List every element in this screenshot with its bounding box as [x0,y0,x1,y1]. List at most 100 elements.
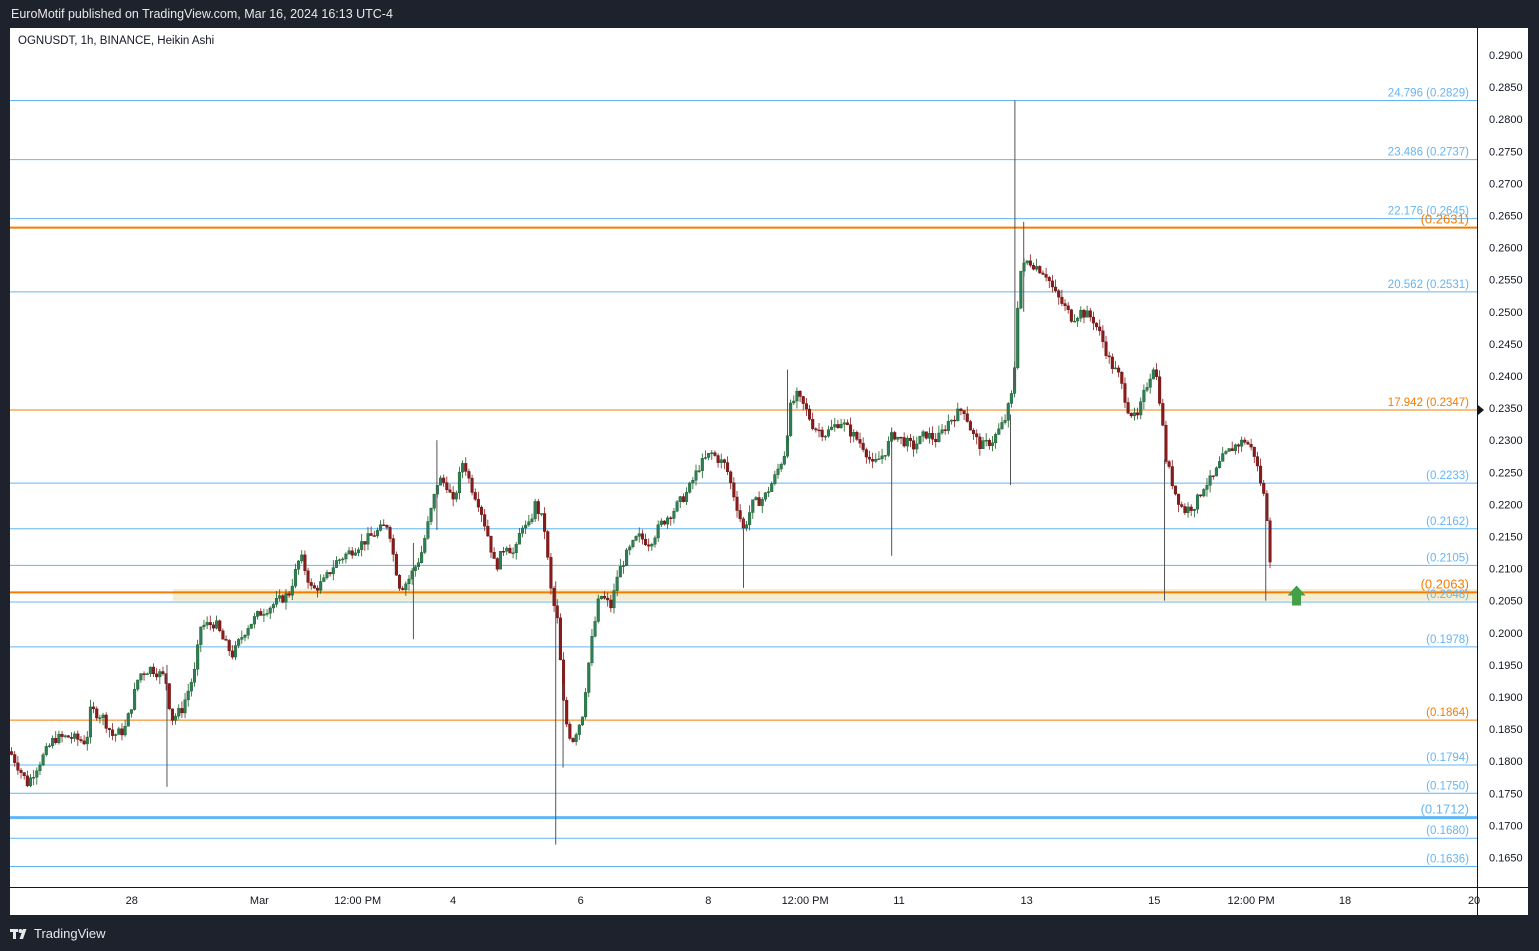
candle-body [372,535,376,537]
candle-body [19,770,23,773]
candle-body [527,521,531,526]
candle-body [117,728,121,735]
candle-body [1211,475,1215,477]
candle-body [1000,422,1004,430]
candle-body [1170,466,1174,487]
candle-body [167,683,171,710]
candle-body [546,531,550,558]
candle-body [621,565,625,567]
candle-body [284,593,288,603]
candle-body [795,390,799,402]
candle-body [1047,277,1051,282]
candle-body [599,596,603,600]
candle-body [852,432,856,437]
candle-body [880,455,884,460]
candle-body [855,432,859,440]
candle-body [1113,367,1118,370]
candle-body [836,424,840,429]
level-label: 23.486 (0.2737) [1388,147,1469,159]
candle-body [227,640,231,652]
candle-body [202,624,206,628]
candle-body [792,400,796,404]
candle-body [631,540,635,548]
candle-body [492,552,496,559]
candle-body [874,459,878,462]
candle-body [448,489,452,493]
candle-body [196,644,200,670]
candle-body [230,650,234,658]
candle-body [401,588,405,590]
candle-body [454,492,458,500]
candle-body [710,452,714,454]
candle-body [625,549,629,566]
candle-body [1057,290,1061,298]
candle-body [300,554,304,562]
candle-body [748,512,752,525]
y-tick-label: 0.2850 [1489,82,1523,94]
candle-body [994,434,998,444]
candle-body [480,506,484,515]
x-tick-label: Mar [250,895,269,907]
candle-body [612,590,616,609]
candle-body [845,422,849,425]
level-label: (0.1636) [1426,853,1469,865]
candle-body [10,751,14,755]
candle-body [833,424,837,428]
candle-body [675,501,679,512]
y-tick-label: 0.2750 [1489,146,1523,158]
candle-body [98,717,102,719]
chart-frame[interactable]: 24.796 (0.2829) 23.486 (0.2737) 22.176 (0.… [10,28,1528,915]
candle-body [1240,439,1244,447]
candle-body [577,724,581,735]
candle-body [1243,439,1247,443]
candle-body [811,419,815,429]
candle-body [1019,270,1023,309]
candle-body [943,429,947,431]
candle-body [533,501,537,520]
candle-body [1255,456,1259,467]
candle-body [470,477,474,493]
level-label: 22.176 (0.2645) [1388,206,1469,218]
level-label: (0.2631) [1421,212,1469,227]
candle-body [1189,506,1193,511]
candle-body [1195,494,1200,510]
candle-body [183,699,187,714]
candle-body [432,493,436,509]
candle-body [931,432,935,440]
candle-body [366,533,370,545]
candle-body [464,463,468,472]
candle-body [1139,401,1143,416]
long-arrow-icon [1287,585,1306,606]
candle-body [35,770,39,778]
candle-body [442,477,446,483]
candle-body [757,497,761,506]
support-zone-layer [172,589,1477,601]
candle-body [653,537,657,545]
candle-body [498,551,502,570]
candle-body [1233,444,1237,452]
candle-body [1177,493,1181,505]
candle-body [965,413,969,422]
candle-body [1151,369,1155,380]
candle-body [927,432,931,439]
candle-body [1180,504,1184,507]
candle-body [640,533,644,540]
candle-body [543,513,547,532]
tradingview-logo[interactable]: TradingView [10,926,106,941]
candle-body [990,442,995,446]
candle-body [208,622,212,626]
candle-body [338,559,342,561]
candle-body [221,630,225,640]
candle-body [439,477,443,486]
candle-body [322,577,326,582]
candle-body [66,735,70,738]
candle-body [697,470,701,472]
candle-body [1224,451,1228,454]
candle-body [237,639,241,646]
candle-body [659,520,663,525]
candle-body [981,440,985,449]
candle-body [180,708,184,714]
y-tick-label: 0.2500 [1489,307,1523,319]
chart-canvas[interactable]: 24.796 (0.2829) 23.486 (0.2737) 22.176 (0.… [10,28,1528,915]
candle-body [886,441,890,456]
